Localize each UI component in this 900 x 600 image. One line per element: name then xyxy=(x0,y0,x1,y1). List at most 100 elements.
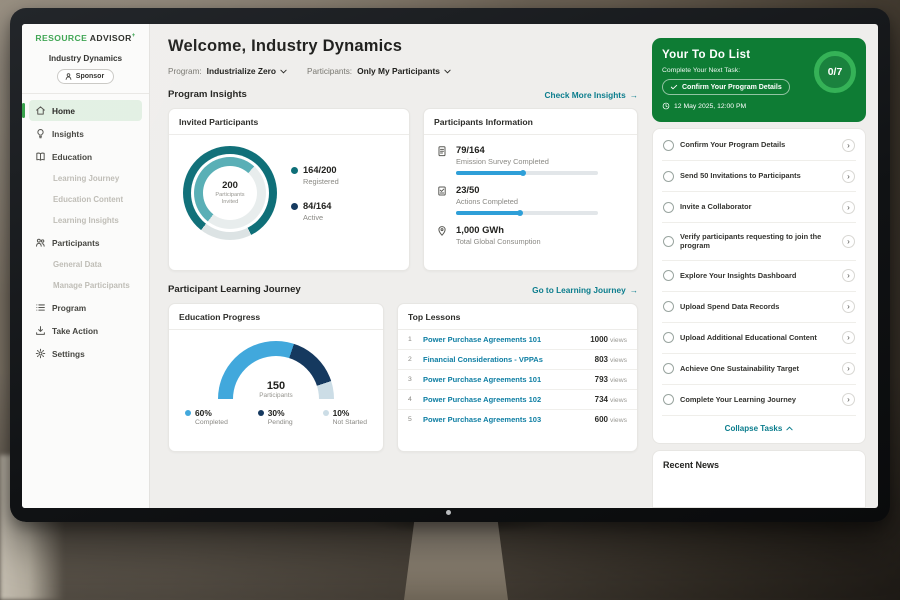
main-content: Welcome, Industry Dynamics Program: Indu… xyxy=(150,24,646,508)
sidebar-item-label: Education Content xyxy=(53,195,124,204)
todo-hero-card: Your To Do List Complete Your Next Task:… xyxy=(652,38,866,122)
todo-item[interactable]: Achieve One Sustainability Target › xyxy=(662,354,856,385)
checkbox[interactable] xyxy=(663,201,674,213)
check-icon xyxy=(670,83,678,91)
checkbox[interactable] xyxy=(663,394,674,406)
lesson-link[interactable]: Power Purchase Agreements 101 xyxy=(423,375,542,384)
todo-item[interactable]: Upload Spend Data Records › xyxy=(662,292,856,323)
check-more-insights-link[interactable]: Check More Insights → xyxy=(544,89,638,100)
lesson-link[interactable]: Power Purchase Agreements 102 xyxy=(423,395,542,404)
sponsor-badge-label: Sponsor xyxy=(75,73,105,80)
chevron-right-icon[interactable]: › xyxy=(842,362,855,376)
stat-global-consumption: 1,000 GWh Total Global Consumption xyxy=(424,215,637,246)
sidebar-item-label: Insights xyxy=(52,128,84,139)
sidebar-item-label: Learning Insights xyxy=(53,216,119,225)
checkbox[interactable] xyxy=(663,363,674,375)
checklist-icon xyxy=(436,185,448,197)
chevron-right-icon[interactable]: › xyxy=(842,200,855,214)
todo-item[interactable]: Confirm Your Program Details › xyxy=(662,130,856,161)
checkbox[interactable] xyxy=(663,270,674,282)
gauge-center: 150 Participants xyxy=(259,380,293,399)
sidebar-item-manage-participants[interactable]: Manage Participants xyxy=(29,276,142,295)
sidebar-item-label: Learning Journey xyxy=(53,174,120,183)
arrow-right-icon: → xyxy=(629,284,638,295)
todo-panel: Your To Do List Complete Your Next Task:… xyxy=(652,38,866,508)
lesson-link[interactable]: Power Purchase Agreements 103 xyxy=(423,415,542,424)
participants-filter-label: Participants: xyxy=(307,66,353,76)
chevron-right-icon[interactable]: › xyxy=(842,234,855,248)
sidebar-item-label: General Data xyxy=(53,260,102,269)
sidebar-item-learning-insights[interactable]: Learning Insights xyxy=(29,211,142,230)
sponsor-badge[interactable]: Sponsor xyxy=(56,69,115,84)
legend-dot xyxy=(322,410,329,416)
lesson-row: 4 Power Purchase Agreements 102 734 views xyxy=(398,390,637,410)
divider xyxy=(424,134,637,135)
checkbox[interactable] xyxy=(663,301,674,313)
todo-subtitle: Complete Your Next Task: xyxy=(662,67,741,74)
checkbox[interactable] xyxy=(663,170,674,182)
todo-item[interactable]: Send 50 Invitations to Participants › xyxy=(662,161,856,192)
checkbox[interactable] xyxy=(663,235,674,247)
legend-item-completed: 60% Completed xyxy=(185,408,228,426)
sidebar-item-home[interactable]: Home xyxy=(22,100,142,121)
lesson-row: 1 Power Purchase Agreements 101 1000 view… xyxy=(398,330,637,350)
stat-emission-survey: 79/164 Emission Survey Completed xyxy=(424,135,637,176)
sidebar-item-settings[interactable]: Settings xyxy=(29,343,142,364)
todo-item[interactable]: Verify participants requesting to join t… xyxy=(662,223,856,261)
lightbulb-icon xyxy=(35,128,46,139)
sidebar-item-learning-journey[interactable]: Learning Journey xyxy=(29,169,142,188)
chevron-right-icon[interactable]: › xyxy=(842,331,855,345)
sidebar-item-label: Education xyxy=(52,151,93,162)
todo-item[interactable]: Complete Your Learning Journey › xyxy=(662,385,856,416)
chevron-right-icon[interactable]: › xyxy=(842,269,855,283)
collapse-tasks-link[interactable]: Collapse Tasks xyxy=(662,416,856,442)
todo-item[interactable]: Explore Your Insights Dashboard › xyxy=(662,261,856,292)
sidebar-item-take-action[interactable]: Take Action xyxy=(29,320,142,341)
dashboard-screen: RESOURCE ADVISOR+ Industry Dynamics Spon… xyxy=(22,24,878,508)
chevron-right-icon[interactable]: › xyxy=(842,169,855,183)
lesson-link[interactable]: Financial Considerations - VPPAs xyxy=(423,355,543,364)
sidebar-item-program[interactable]: Program xyxy=(29,297,142,318)
sidebar-item-education[interactable]: Education xyxy=(29,146,142,167)
participants-filter-dropdown[interactable]: Only My Participants xyxy=(357,66,451,76)
lesson-link[interactable]: Power Purchase Agreements 101 xyxy=(423,335,542,344)
go-to-learning-journey-link[interactable]: Go to Learning Journey → xyxy=(532,284,638,295)
sidebar-item-education-content[interactable]: Education Content xyxy=(29,190,142,209)
chevron-right-icon[interactable]: › xyxy=(842,393,855,407)
recent-news-title: Recent News xyxy=(663,459,720,470)
gear-icon xyxy=(35,348,46,359)
invited-participants-card: Invited Participants 200 Participants In… xyxy=(168,108,410,271)
app-logo: RESOURCE ADVISOR+ xyxy=(35,33,136,43)
top-lessons-card: Top Lessons 1 Power Purchase Agreements … xyxy=(397,303,638,452)
sidebar-item-general-data[interactable]: General Data xyxy=(29,255,142,274)
sidebar-item-insights[interactable]: Insights xyxy=(29,123,142,144)
program-filter: Program: Industrialize Zero xyxy=(168,66,287,76)
sidebar: RESOURCE ADVISOR+ Industry Dynamics Spon… xyxy=(22,24,150,508)
section-title: Program Insights xyxy=(168,89,247,100)
download-tray-icon xyxy=(35,325,46,336)
legend-dot xyxy=(185,410,191,416)
next-task-pill[interactable]: Confirm Your Program Details xyxy=(662,79,790,95)
participants-information-card: Participants Information 79/164 Emission… xyxy=(423,108,638,271)
learning-journey-header: Participant Learning Journey Go to Learn… xyxy=(168,284,638,295)
card-title: Invited Participants xyxy=(179,117,259,127)
legend-item-active: 84/164 Active xyxy=(291,201,339,222)
todo-progress-ring: 0/7 xyxy=(814,51,856,93)
program-filter-dropdown[interactable]: Industrialize Zero xyxy=(207,66,287,76)
todo-item[interactable]: Upload Additional Educational Content › xyxy=(662,323,856,354)
chevron-down-icon xyxy=(444,69,451,74)
monitor-bezel: RESOURCE ADVISOR+ Industry Dynamics Spon… xyxy=(10,8,890,522)
power-led xyxy=(446,510,451,515)
sidebar-item-label: Settings xyxy=(52,348,85,359)
chevron-right-icon[interactable]: › xyxy=(842,138,855,152)
chevron-right-icon[interactable]: › xyxy=(842,300,855,314)
card-title: Education Progress xyxy=(179,312,261,322)
sidebar-divider xyxy=(22,93,149,94)
participants-filter: Participants: Only My Participants xyxy=(307,66,451,76)
todo-item[interactable]: Invite a Collaborator › xyxy=(662,192,856,223)
sidebar-item-participants[interactable]: Participants xyxy=(29,232,142,253)
checkbox[interactable] xyxy=(663,332,674,344)
page-title: Welcome, Industry Dynamics xyxy=(168,37,403,55)
divider xyxy=(169,134,409,135)
checkbox[interactable] xyxy=(663,139,674,151)
